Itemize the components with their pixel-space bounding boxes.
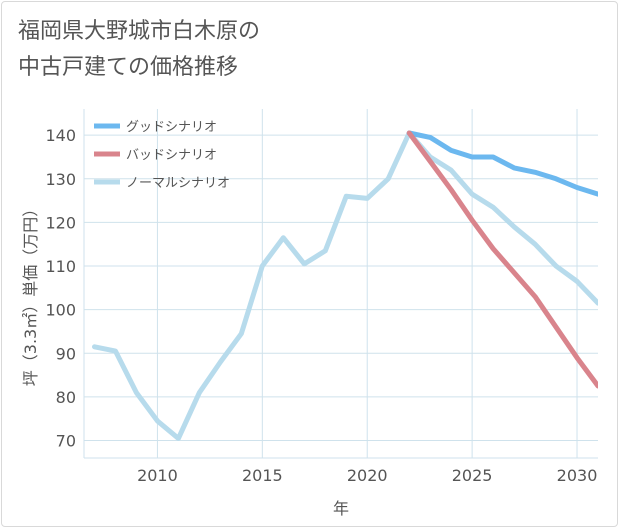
chart-title: 福岡県大野城市白木原の 中古戸建ての価格推移: [18, 14, 260, 86]
series-line-1: [406, 130, 598, 389]
x-tick-label: 2015: [242, 466, 283, 485]
x-tick-label: 2010: [137, 466, 178, 485]
x-tick-label: 2030: [557, 466, 598, 485]
y-tick-label: 110: [45, 257, 76, 276]
y-tick-label: 100: [45, 301, 76, 320]
x-axis-label: 年: [333, 499, 349, 518]
y-tick-label: 90: [56, 344, 76, 363]
series-line-2: [92, 130, 598, 441]
series-lines: [92, 130, 598, 441]
x-tick-labels: 2010 2015 2020 2025 2030: [137, 466, 597, 485]
y-tick-label: 80: [56, 388, 76, 407]
chart-title-line-1: 福岡県大野城市白木原の: [18, 19, 261, 44]
y-tick-label: 130: [45, 170, 76, 189]
y-tick-labels: 70 80 90 100 110 120 130 140: [45, 126, 76, 450]
legend-label: グッドシナリオ: [126, 120, 217, 135]
y-axis-label: 坪（3.3㎡）単価（万円）: [21, 201, 40, 386]
chart-title-line-2: 中古戸建ての価格推移: [18, 55, 239, 80]
x-tick-label: 2025: [452, 466, 493, 485]
legend-label: ノーマルシナリオ: [126, 176, 230, 191]
x-tick-label: 2020: [347, 466, 388, 485]
series-line-0: [406, 130, 598, 197]
legend-label: バッドシナリオ: [126, 148, 217, 163]
y-tick-label: 120: [45, 213, 76, 232]
y-tick-label: 70: [56, 432, 76, 451]
y-tick-label: 140: [45, 126, 76, 145]
